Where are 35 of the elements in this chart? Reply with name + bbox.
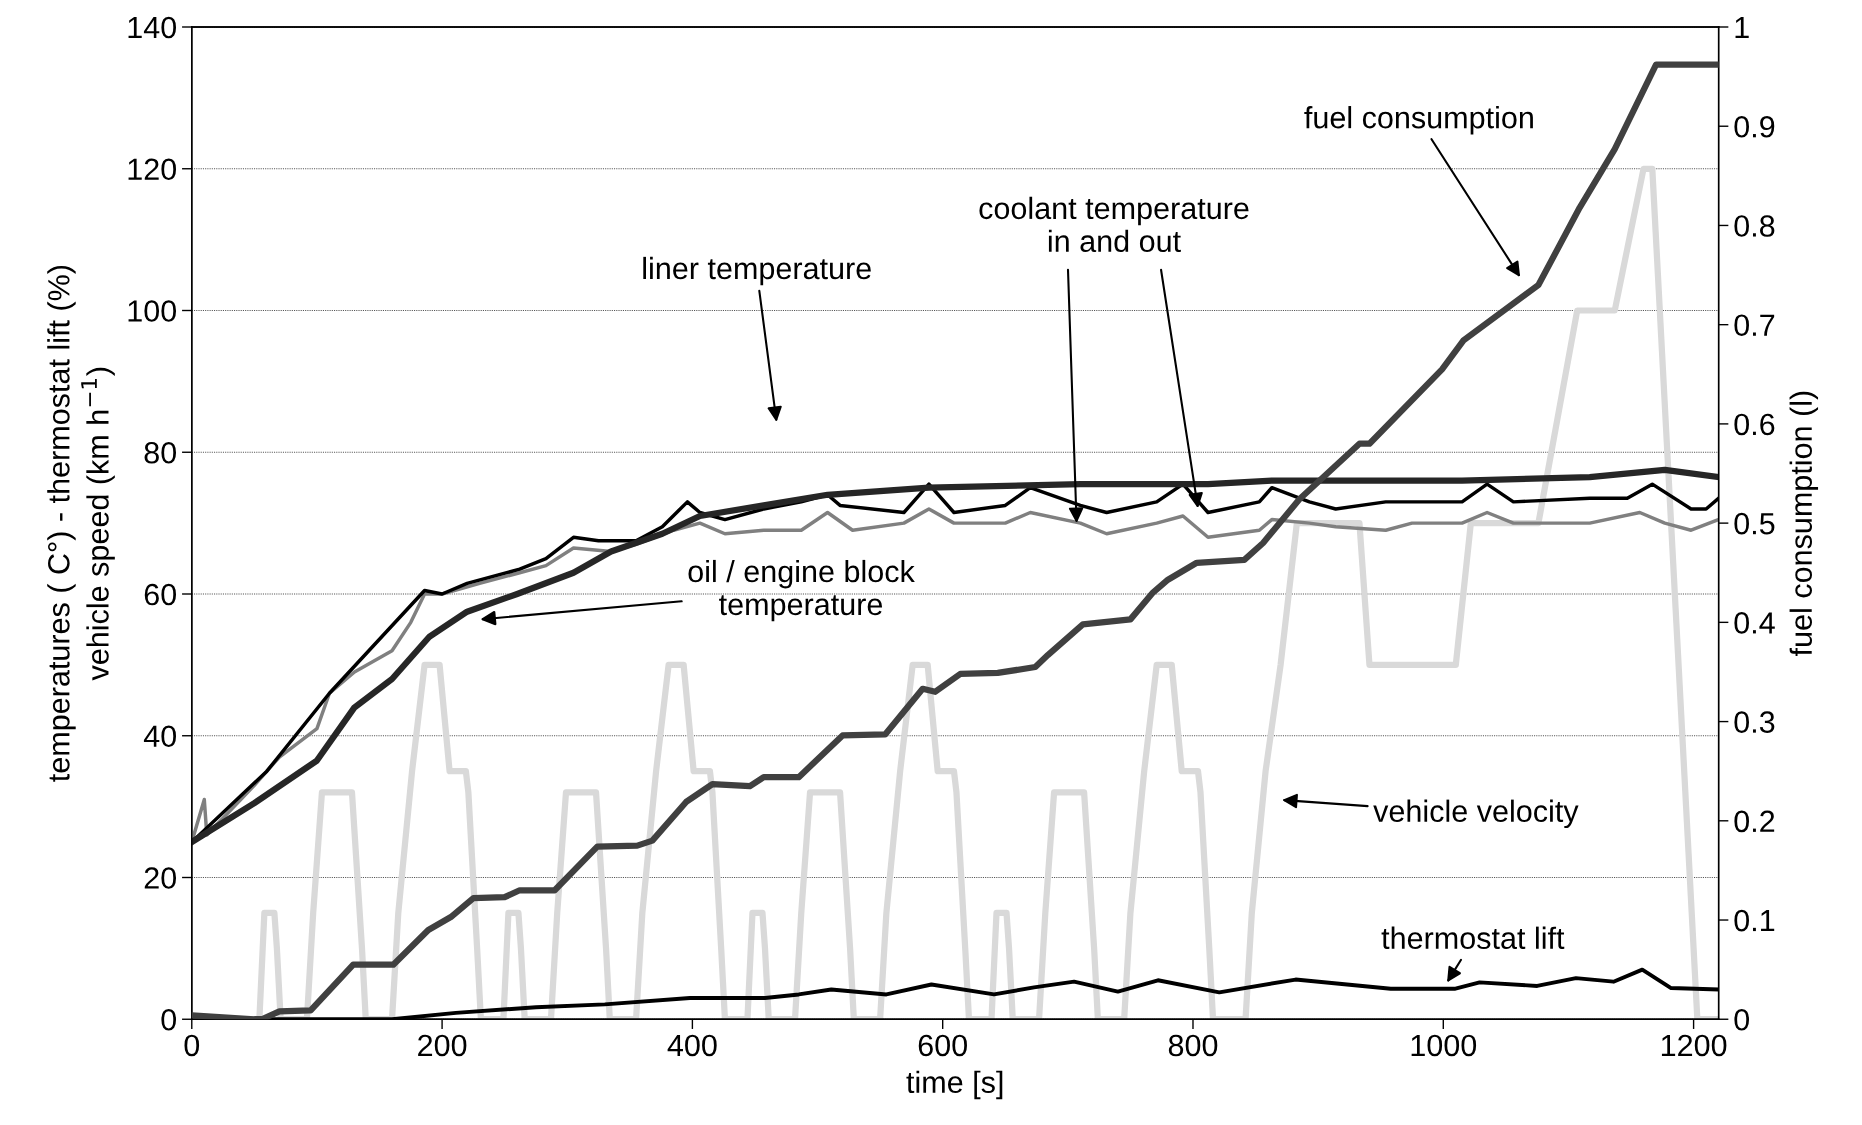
annotation: liner temperature [643,256,871,286]
y-tick-label: 60 [144,583,177,606]
y2-axis-title: fuel consumption (l) [1789,391,1819,656]
y2-tick-label: 0.3 [1734,711,1775,733]
annotation: fuel consumption [1304,106,1533,135]
y2-tick-label: 0.8 [1734,215,1775,237]
x-tick-label: 1000 [1411,1034,1477,1057]
y-axis-title: temperatures ( C°) - thermostat lift (%) vehicle speed (km h$^{−1}$) [47,265,115,782]
y-tick-label: 20 [144,867,177,889]
y-tick-label: 140 [128,16,177,39]
x-axis-title: time [s] [906,1070,1003,1100]
y2-tick-label: 0 [1734,1008,1750,1031]
y-tick-label: 40 [143,725,177,748]
x-tick-label: 800 [1168,1034,1218,1057]
y2-tick-label: 1 [1735,17,1749,39]
y-tick-label: 120 [128,158,177,181]
x-tick-label: 600 [918,1034,967,1057]
annotation: vehicle velocity [1373,799,1579,829]
x-tick-label: 1200 [1661,1034,1727,1057]
y2-tick-label: 0.1 [1734,909,1775,932]
x-tick-label: 200 [418,1034,467,1057]
y2-tick-label: 0.5 [1734,512,1775,535]
y2-tick-label: 0.4 [1734,612,1775,634]
annotation: coolant temperature in and out [979,196,1249,253]
y-tick-label: 80 [144,441,177,464]
y2-tick-label: 0.7 [1734,314,1775,337]
y-tick-label: 100 [128,300,177,322]
y2-tick-label: 0.6 [1734,413,1775,436]
x-tick-label: 0 [184,1034,200,1057]
y-tick-label: 0 [161,1008,177,1031]
annotation: thermostat lift [1381,926,1565,950]
annotation: oil / engine block temperature [688,559,915,622]
x-tick-label: 400 [667,1034,717,1057]
y2-tick-label: 0.2 [1734,810,1775,833]
y2-tick-label: 0.9 [1734,115,1775,138]
